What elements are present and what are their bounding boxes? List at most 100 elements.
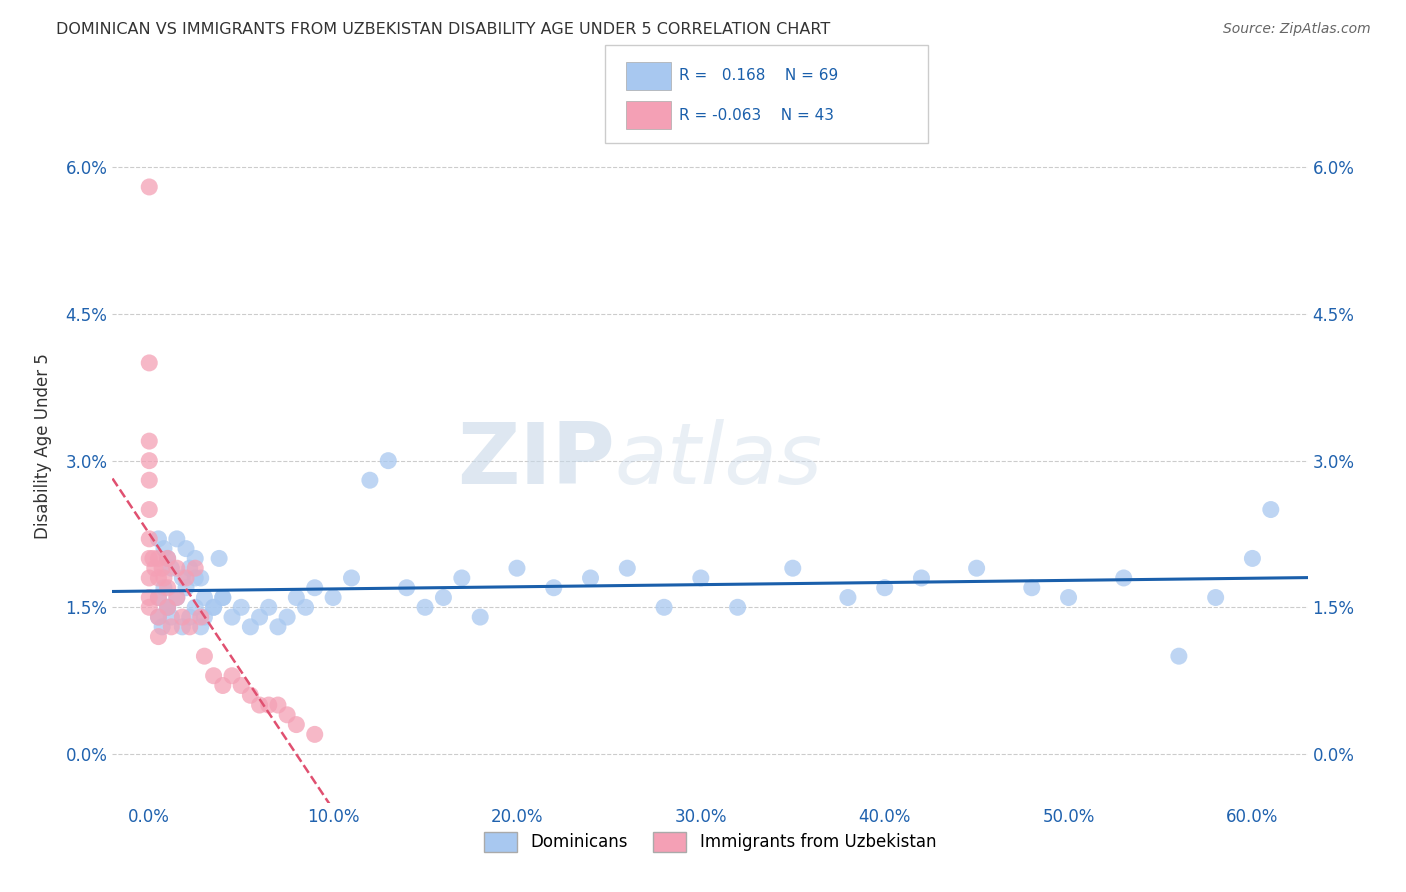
Point	[166, 591, 188, 605]
Point	[450, 571, 472, 585]
Point	[1241, 551, 1264, 566]
Point	[143, 561, 166, 575]
Point	[395, 581, 418, 595]
Point	[202, 600, 225, 615]
Point	[193, 610, 215, 624]
Point	[1167, 649, 1189, 664]
Point	[202, 600, 225, 615]
Point	[166, 591, 188, 605]
Point	[150, 620, 173, 634]
Point	[470, 610, 492, 624]
Point	[285, 717, 308, 731]
Point	[138, 180, 160, 194]
Point	[184, 600, 207, 615]
Point	[193, 591, 215, 605]
Point	[138, 502, 160, 516]
Point	[211, 591, 233, 605]
Point	[1260, 502, 1282, 516]
Point	[190, 620, 212, 634]
Point	[148, 610, 170, 624]
Point	[231, 678, 253, 692]
Point	[249, 698, 271, 712]
Point	[156, 600, 179, 615]
Point	[148, 610, 170, 624]
Point	[257, 698, 280, 712]
Text: R =   0.168    N = 69: R = 0.168 N = 69	[679, 69, 838, 83]
Point	[285, 591, 308, 605]
Point	[174, 541, 197, 556]
Text: atlas: atlas	[614, 418, 823, 502]
Point	[156, 551, 179, 566]
Legend: Dominicans, Immigrants from Uzbekistan: Dominicans, Immigrants from Uzbekistan	[477, 825, 943, 859]
Point	[910, 571, 932, 585]
Point	[413, 600, 436, 615]
Point	[148, 591, 170, 605]
Point	[340, 571, 363, 585]
Text: Source: ZipAtlas.com: Source: ZipAtlas.com	[1223, 22, 1371, 37]
Point	[359, 473, 381, 487]
Point	[138, 453, 160, 467]
Point	[616, 561, 638, 575]
Point	[322, 591, 344, 605]
Point	[179, 610, 201, 624]
Point	[156, 581, 179, 595]
Point	[138, 571, 160, 585]
Point	[193, 649, 215, 664]
Point	[179, 620, 201, 634]
Point	[579, 571, 602, 585]
Text: ZIP: ZIP	[457, 418, 614, 502]
Point	[138, 600, 160, 615]
Point	[179, 561, 201, 575]
Point	[432, 591, 454, 605]
Point	[172, 620, 194, 634]
Point	[142, 551, 165, 566]
Point	[377, 453, 399, 467]
Point	[211, 678, 233, 692]
Point	[276, 707, 298, 722]
Point	[153, 571, 176, 585]
Point	[294, 600, 316, 615]
Point	[221, 610, 243, 624]
Point	[190, 571, 212, 585]
Point	[1057, 591, 1080, 605]
Point	[506, 561, 529, 575]
Point	[174, 581, 197, 595]
Point	[174, 571, 197, 585]
Point	[184, 571, 207, 585]
Y-axis label: Disability Age Under 5: Disability Age Under 5	[34, 353, 52, 539]
Point	[148, 630, 170, 644]
Point	[727, 600, 749, 615]
Point	[267, 620, 290, 634]
Point	[138, 532, 160, 546]
Point	[543, 581, 565, 595]
Point	[184, 561, 207, 575]
Text: DOMINICAN VS IMMIGRANTS FROM UZBEKISTAN DISABILITY AGE UNDER 5 CORRELATION CHART: DOMINICAN VS IMMIGRANTS FROM UZBEKISTAN …	[56, 22, 831, 37]
Point	[138, 473, 160, 487]
Point	[249, 610, 271, 624]
Point	[160, 620, 183, 634]
Point	[156, 600, 179, 615]
Point	[837, 591, 859, 605]
Point	[153, 541, 176, 556]
Point	[211, 591, 233, 605]
Point	[276, 610, 298, 624]
Point	[153, 581, 176, 595]
Point	[304, 581, 326, 595]
Point	[160, 610, 183, 624]
Point	[873, 581, 896, 595]
Point	[1112, 571, 1135, 585]
Point	[160, 561, 183, 575]
Point	[156, 551, 179, 566]
Point	[172, 610, 194, 624]
Point	[231, 600, 253, 615]
Point	[304, 727, 326, 741]
Point	[267, 698, 290, 712]
Point	[1205, 591, 1227, 605]
Point	[172, 571, 194, 585]
Point	[148, 571, 170, 585]
Point	[1021, 581, 1043, 595]
Point	[966, 561, 988, 575]
Point	[150, 561, 173, 575]
Point	[138, 356, 160, 370]
Point	[166, 561, 188, 575]
